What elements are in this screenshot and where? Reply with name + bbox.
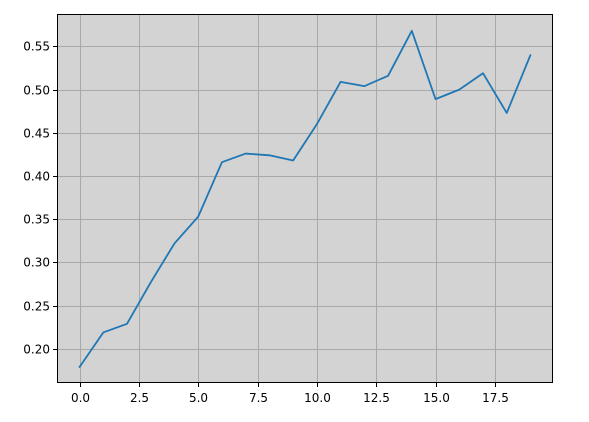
data-point [197,215,199,217]
series-line [78,29,532,368]
y-tick-label: 0.40 [23,170,50,184]
data-point [387,75,389,77]
data-point [506,112,508,114]
x-tick-label: 12.5 [363,391,390,405]
x-tick-label: 15.0 [423,391,450,405]
data-point [411,30,413,32]
data-point [434,98,436,100]
data-point [339,81,341,83]
data-point [102,331,104,333]
grid-lines [57,14,553,383]
y-axis: 0.20 0.25 0.30 0.35 0.40 0.45 0.50 0.55 [23,40,57,357]
y-tick-label: 0.35 [23,213,50,227]
x-tick-label: 10.0 [304,391,331,405]
data-point [150,281,152,283]
data-point [458,88,460,90]
data-point [316,123,318,125]
y-tick-label: 0.20 [23,343,50,357]
x-tick-label: 2.5 [130,391,149,405]
y-tick-label: 0.55 [23,40,50,54]
x-axis: 0.0 2.5 5.0 7.5 10.0 12.5 15.0 17.5 [71,383,509,405]
y-tick-label: 0.25 [23,300,50,314]
data-point [482,72,484,74]
data-point [529,54,531,56]
y-tick-label: 0.45 [23,127,50,141]
data-point [363,85,365,87]
data-point [221,161,223,163]
plot-background [57,14,553,383]
data-point [244,152,246,154]
data-point [292,159,294,161]
data-point [126,323,128,325]
data-point [173,242,175,244]
series-layer [78,29,532,368]
x-tick-label: 7.5 [249,391,268,405]
data-point [78,366,80,368]
data-point [268,154,270,156]
plot-frame [57,14,553,383]
x-tick-label: 5.0 [189,391,208,405]
x-tick-label: 17.5 [482,391,509,405]
x-tick-label: 0.0 [71,391,90,405]
y-tick-label: 0.30 [23,256,50,270]
y-tick-label: 0.50 [23,84,50,98]
